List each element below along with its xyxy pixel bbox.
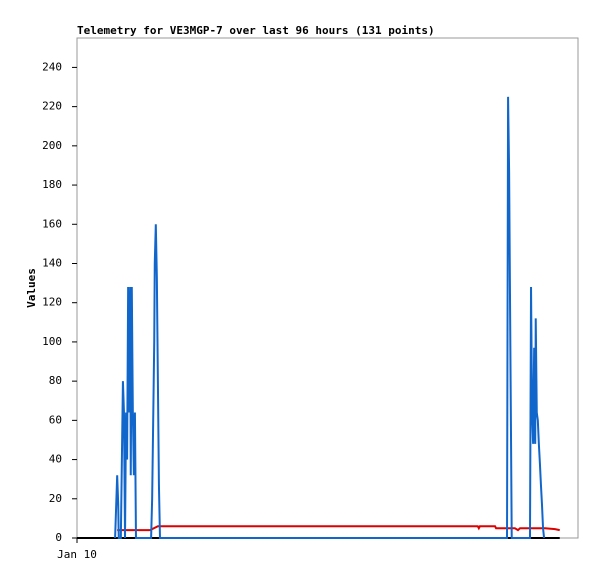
- y-tick-label: 220: [42, 100, 62, 113]
- y-tick-label: 180: [42, 178, 62, 191]
- y-tick-label: 160: [42, 217, 62, 230]
- chart-title: Telemetry for VE3MGP-7 over last 96 hour…: [77, 24, 435, 37]
- y-tick-label: 100: [42, 335, 62, 348]
- x-tick-label: Jan 10: [57, 548, 97, 561]
- y-tick-label: 0: [55, 531, 62, 544]
- series-line: [117, 525, 560, 532]
- plot-frame: [76, 37, 579, 539]
- y-tick-label: 80: [49, 374, 62, 387]
- y-axis-label: Values: [25, 268, 38, 308]
- y-tick-label: 200: [42, 139, 62, 152]
- y-tick-label: 60: [49, 413, 62, 426]
- y-tick-label: 20: [49, 492, 62, 505]
- series-line: [114, 96, 546, 539]
- y-tick-label: 240: [42, 60, 62, 73]
- y-tick-label: 40: [49, 453, 62, 466]
- y-tick-label: 120: [42, 296, 62, 309]
- y-tick-label: 140: [42, 256, 62, 269]
